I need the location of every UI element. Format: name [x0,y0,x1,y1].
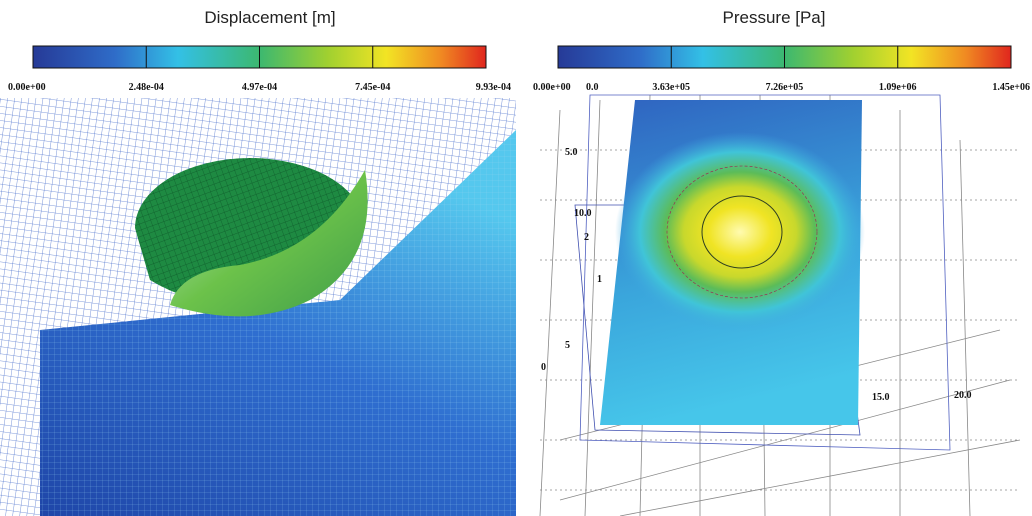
colorbar-tick-label: 0.00e+00 [533,82,571,93]
axis-label: 0 [541,362,546,373]
axis-label: 5 [565,340,570,351]
figure: Displacement [m] 0.00e+00 2.48e-04 4.97e-0… [0,0,1032,516]
axis-label: 15.0 [872,392,890,403]
pressure-field [615,132,865,332]
axis-label: 0.0 [586,82,599,93]
axis-label: 20.0 [954,390,972,401]
colorbar-tick-label: 2.48e-04 [129,82,164,93]
colorbar-tick-label: 9.93e-04 [476,82,511,93]
colorbar-tick-label: 7.26e+05 [766,82,804,93]
displacement-view [0,98,516,516]
axis-label: 10.0 [574,208,592,219]
colorbar-tick-label: 1.45e+06 [992,82,1030,93]
pressure-panel: Pressure [Pa] 0.00e+00 3.63e+05 7.26e+05 1.… [533,8,1030,516]
axis-label: 5.0 [565,147,578,158]
panel-title: Displacement [m] [204,8,335,27]
colorbar-tick-label: 7.45e-04 [355,82,390,93]
axis-label: 1 [597,274,602,285]
colorbar-tick-label: 4.97e-04 [242,82,277,93]
colorbar-tick-label: 0.00e+00 [8,82,46,93]
axis-label: 2 [584,232,589,243]
panel-title: Pressure [Pa] [723,8,826,27]
displacement-panel: Displacement [m] 0.00e+00 2.48e-04 4.97e-0… [0,8,516,516]
colorbar-tick-label: 1.09e+06 [879,82,917,93]
colorbar-tick-label: 3.63e+05 [652,82,690,93]
